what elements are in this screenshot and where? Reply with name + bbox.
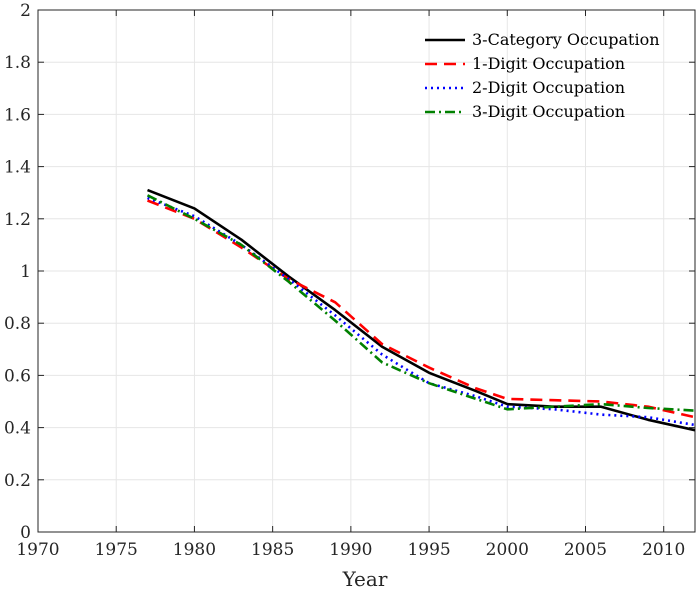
axis-ticks: 1970 1975 1980 1985 1990 1995 2000 2005 2010 0 0.2… (4, 1, 695, 560)
x-tick-label: 1975 (95, 540, 138, 560)
y-tick-label: 0.8 (4, 314, 31, 334)
legend-label-1: 3-Category Occupation (472, 30, 660, 49)
y-tick-label: 1.8 (4, 53, 31, 73)
grid-lines (37, 9, 695, 533)
series-line-1 (147, 188, 696, 432)
x-axis-label: Year (342, 567, 388, 591)
legend-label-3: 2-Digit Occupation (472, 78, 625, 97)
y-tick-label: 0.4 (4, 419, 31, 439)
x-tick-label: 2000 (486, 540, 529, 560)
x-tick-label: 1985 (251, 540, 294, 560)
y-tick-label: 0.2 (4, 471, 31, 491)
x-tick-label: 1970 (16, 540, 59, 560)
y-tick-label: 0.6 (4, 366, 31, 386)
y-tick-label: 1.6 (4, 105, 31, 125)
legend-label-2: 1-Digit Occupation (472, 54, 625, 73)
series-line-2 (147, 199, 696, 419)
y-tick-label: 2 (20, 1, 31, 21)
y-tick-label: 1 (20, 262, 31, 282)
legend-label-4: 3-Digit Occupation (472, 102, 625, 121)
y-tick-label: 1.2 (4, 210, 31, 230)
x-tick-label: 2010 (642, 540, 685, 560)
series-line-4 (146, 194, 696, 412)
y-tick-label: 0 (20, 523, 31, 543)
x-tick-label: 1995 (407, 540, 450, 560)
x-tick-label: 1980 (173, 540, 216, 560)
x-tick-label: 2005 (564, 540, 607, 560)
y-tick-label: 1.4 (4, 158, 31, 178)
x-tick-label: 1990 (329, 540, 372, 560)
legend: 3-Category Occupation 1-Digit Occupation 2… (425, 30, 660, 121)
series-group (146, 188, 696, 432)
